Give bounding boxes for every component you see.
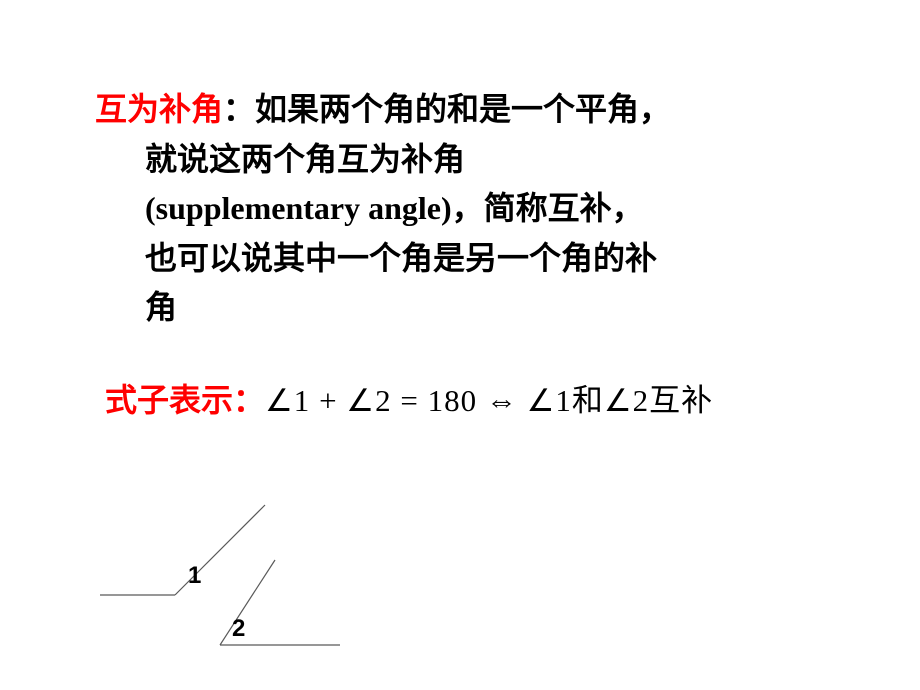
diagram-svg: 1 2 (100, 500, 360, 660)
plus: + (310, 383, 346, 418)
and: 和 (572, 383, 604, 418)
angle2-ray-b (220, 560, 275, 645)
iff: ⇔ (477, 383, 527, 418)
formula-expression: ∠1 + ∠2 = 180 ⇔ ∠1和∠2互补 (265, 375, 713, 420)
angle1: ∠1 (265, 383, 310, 418)
formula-block: 式子表示： ∠1 + ∠2 = 180 ⇔ ∠1和∠2互补 (105, 375, 850, 421)
definition-line5: 角 (145, 283, 850, 333)
angle-diagram: 1 2 (100, 500, 360, 660)
angle1b: ∠1 (527, 383, 572, 418)
def-line1-rest: 如果两个角的和是一个平角， (255, 91, 671, 127)
definition-line2: 就说这两个角互为补角 (145, 135, 850, 185)
slide-content: 互为补角：如果两个角的和是一个平角， 就说这两个角互为补角 (supplemen… (0, 0, 920, 421)
colon: ： (223, 91, 255, 127)
angle2b: ∠2 (604, 383, 649, 418)
eq: = (392, 383, 428, 418)
term-label: 互为补角 (95, 91, 223, 127)
formula-label: 式子表示： (105, 375, 265, 421)
definition-line1: 互为补角：如果两个角的和是一个平角， (95, 91, 671, 127)
definition-line4: 也可以说其中一个角是另一个角的补 (145, 234, 850, 284)
angle2: ∠2 (346, 383, 391, 418)
suffix: 互补 (649, 383, 713, 418)
angle-label-2: 2 (232, 615, 245, 642)
val: 180 (428, 383, 478, 418)
definition-line3: (supplementary angle)，简称互补， (145, 184, 850, 234)
angle-label-1: 1 (188, 562, 201, 589)
definition-block: 互为补角：如果两个角的和是一个平角， 就说这两个角互为补角 (supplemen… (95, 85, 850, 333)
